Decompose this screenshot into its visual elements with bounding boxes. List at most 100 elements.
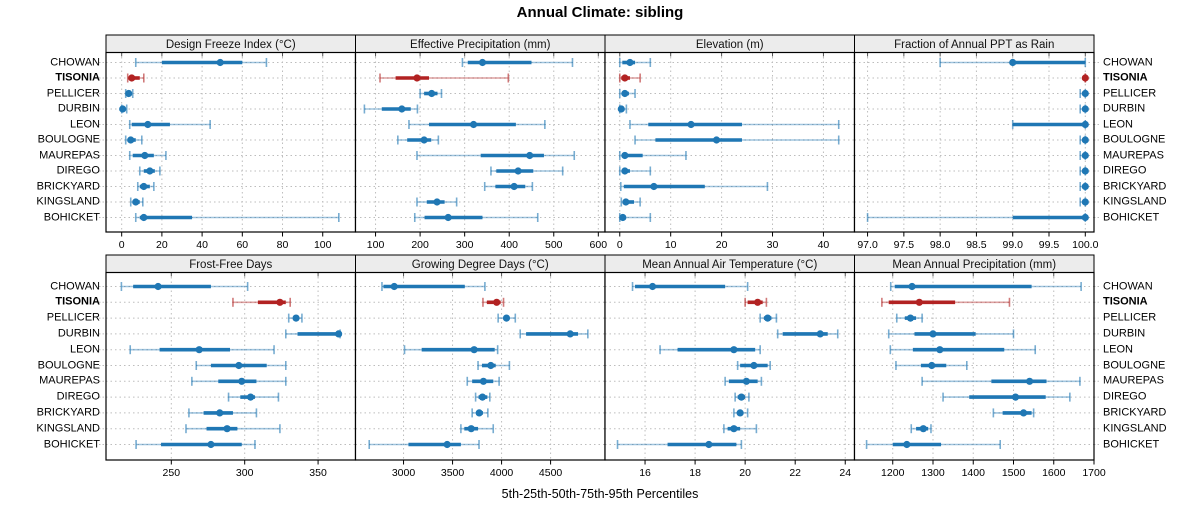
- median-dot: [687, 120, 695, 129]
- median-dot: [335, 330, 343, 338]
- median-dot: [730, 346, 738, 354]
- median-dot: [469, 120, 478, 129]
- median-dot: [125, 89, 133, 98]
- axis-tick-label: 18: [689, 467, 701, 479]
- median-dot: [936, 346, 944, 354]
- median-dot: [433, 198, 441, 206]
- station-label-right-leon: LEON: [1103, 343, 1133, 356]
- station-label-right-durbin: DURBIN: [1103, 102, 1146, 115]
- median-dot: [754, 298, 762, 306]
- axis-tick-label: 600: [590, 239, 608, 251]
- axis-tick-label: 250: [163, 467, 181, 479]
- median-dot: [493, 298, 501, 306]
- median-dot: [216, 409, 224, 417]
- station-label-left-maurepas: MAUREPAS: [39, 374, 100, 387]
- median-dot: [621, 89, 629, 98]
- axis-tick-label: 3000: [392, 467, 416, 479]
- median-dot: [648, 282, 657, 291]
- median-dot: [929, 330, 937, 338]
- strip-title-frost-free-days: Frost-Free Days: [189, 259, 272, 271]
- median-dot: [1081, 182, 1089, 191]
- strip-title-fraction-of-annual-ppt-as-rain: Fraction of Annual PPT as Rain: [894, 39, 1054, 51]
- axis-tick-label: 1600: [1042, 467, 1066, 479]
- median-dot: [1081, 74, 1089, 82]
- station-label-left-leon: LEON: [70, 118, 100, 130]
- axis-tick-label: 98.5: [966, 239, 987, 251]
- median-dot: [128, 74, 136, 82]
- median-dot: [1081, 151, 1089, 160]
- median-dot: [235, 361, 243, 370]
- axis-tick-label: 350: [309, 467, 327, 479]
- median-dot: [1081, 105, 1089, 113]
- station-label-left-durbin: DURBIN: [57, 327, 100, 340]
- strip-title-design-freeze-index-c: Design Freeze Index (°C): [166, 39, 296, 51]
- median-dot: [470, 346, 478, 354]
- axis-tick-label: 98.0: [930, 239, 951, 251]
- median-dot: [223, 425, 231, 433]
- median-dot: [514, 167, 522, 175]
- median-dot: [413, 74, 421, 82]
- median-dot: [1081, 167, 1089, 175]
- median-dot: [1019, 409, 1028, 417]
- station-label-right-brickyard: BRICKYARD: [1103, 180, 1167, 192]
- station-label-right-kingsland: KINGSLAND: [1103, 422, 1167, 435]
- station-label-right-durbin: DURBIN: [1103, 327, 1146, 340]
- median-dot: [444, 213, 452, 222]
- station-label-left-kingsland: KINGSLAND: [36, 422, 100, 435]
- median-dot: [919, 425, 927, 433]
- station-label-right-bohicket: BOHICKET: [1103, 438, 1160, 450]
- median-dot: [140, 182, 148, 191]
- axis-tick-label: 24: [839, 467, 851, 479]
- axis-tick-label: 97.5: [894, 239, 915, 251]
- median-dot: [908, 282, 916, 291]
- station-label-left-durbin: DURBIN: [57, 102, 100, 115]
- median-dot: [487, 361, 495, 370]
- median-dot: [650, 182, 658, 191]
- station-label-left-bohicket: BOHICKET: [43, 438, 100, 450]
- median-dot: [1081, 198, 1089, 206]
- station-label-left-maurepas: MAUREPAS: [39, 149, 100, 161]
- median-dot: [390, 282, 398, 291]
- median-dot: [566, 330, 574, 338]
- median-dot: [816, 330, 824, 338]
- median-dot: [140, 213, 148, 222]
- median-dot: [622, 198, 630, 206]
- median-dot: [195, 346, 203, 354]
- axis-tick-label: 22: [789, 467, 801, 479]
- median-dot: [1009, 58, 1017, 67]
- station-label-left-chowan: CHOWAN: [50, 56, 100, 68]
- station-label-right-pellicer: PELLICER: [1103, 87, 1157, 99]
- median-dot: [420, 136, 428, 144]
- station-label-right-leon: LEON: [1103, 118, 1133, 130]
- median-dot: [1081, 89, 1089, 98]
- median-dot: [467, 425, 475, 433]
- station-label-right-brickyard: BRICKYARD: [1103, 406, 1167, 419]
- axis-tick-label: 4500: [539, 467, 563, 479]
- axis-tick-label: 97.0: [857, 239, 878, 251]
- median-dot: [246, 393, 255, 401]
- axis-tick-label: 1400: [962, 467, 986, 479]
- panel-bg-fraction-of-annual-ppt-as-rain: [854, 52, 1094, 232]
- station-label-right-dirego: DIREGO: [1103, 390, 1147, 403]
- median-dot: [705, 440, 713, 449]
- median-dot: [736, 409, 744, 417]
- axis-tick-label: 200: [411, 239, 429, 251]
- station-label-right-tisonia: TISONIA: [1103, 71, 1148, 84]
- median-dot: [928, 361, 936, 370]
- panel-border-fraction-of-annual-ppt-as-rain: [853, 51, 1095, 233]
- median-dot: [144, 120, 152, 129]
- axis-tick-label: 10: [665, 239, 677, 251]
- median-dot: [479, 377, 488, 385]
- station-label-left-pellicer: PELLICER: [46, 311, 100, 324]
- median-dot: [621, 74, 629, 82]
- median-dot: [292, 314, 300, 322]
- median-dot: [626, 58, 634, 67]
- median-dot: [443, 440, 451, 449]
- median-dot: [1081, 136, 1089, 144]
- median-dot: [619, 213, 627, 222]
- axis-tick-label: 20: [739, 467, 751, 479]
- median-dot: [712, 136, 721, 144]
- strip-title-elevation-m: Elevation (m): [696, 39, 764, 51]
- axis-tick-label: 40: [818, 239, 830, 251]
